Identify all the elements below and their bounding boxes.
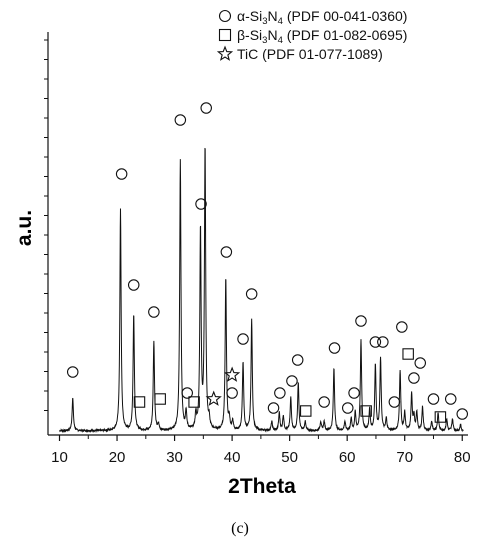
legend-label: β-Si3N4 (PDF 01-082-0695) <box>237 27 407 46</box>
x-tick-label: 40 <box>224 449 241 466</box>
legend-label: α-Si3N4 (PDF 00-041-0360) <box>237 8 407 27</box>
legend-item-star: TiC (PDF 01-077-1089) <box>216 45 383 62</box>
y-axis-minor-ticks <box>44 39 48 411</box>
alpha-si3n4-marker <box>115 168 128 180</box>
alpha-si3n4-marker <box>148 306 160 318</box>
x-axis-title: 2Theta <box>228 475 296 498</box>
alpha-si3n4-marker <box>318 396 330 408</box>
legend-item-square: β-Si3N4 (PDF 01-082-0695) <box>218 27 407 46</box>
xrd-pattern-line <box>59 147 464 434</box>
legend-label-sub2: 4 <box>278 16 283 27</box>
alpha-si3n4-marker <box>127 279 140 291</box>
legend-label-text: TiC (PDF 01-077-1089) <box>237 46 383 62</box>
alpha-si3n4-marker <box>200 102 212 114</box>
x-tick-label: 60 <box>339 449 356 466</box>
alpha-si3n4-marker <box>348 387 360 399</box>
alpha-si3n4-marker <box>456 408 468 420</box>
circle-icon <box>218 9 232 23</box>
beta-si3n4-marker <box>434 411 447 423</box>
panel-label: (c) <box>231 520 249 537</box>
alpha-si3n4-marker <box>369 336 382 348</box>
legend-label-mid: N <box>267 27 277 43</box>
alpha-si3n4-marker <box>355 315 367 327</box>
beta-si3n4-marker <box>188 396 200 408</box>
alpha-si3n4-marker <box>377 336 389 348</box>
alpha-si3n4-marker <box>444 393 457 405</box>
beta-si3n4-marker <box>300 405 312 417</box>
tic-marker <box>205 390 222 406</box>
x-tick-label: 30 <box>166 449 183 466</box>
x-tick-labels: 10 20 30 40 50 60 70 80 <box>51 449 470 466</box>
legend-item-circle: α-Si3N4 (PDF 00-041-0360) <box>218 8 407 27</box>
alpha-si3n4-marker <box>237 333 249 345</box>
alpha-si3n4-marker <box>396 321 408 333</box>
legend-label-text: β-Si <box>237 27 262 43</box>
alpha-si3n4-marker <box>291 354 304 366</box>
beta-si3n4-marker <box>360 405 372 417</box>
alpha-si3n4-marker <box>274 387 286 399</box>
legend-label: TiC (PDF 01-077-1089) <box>237 46 383 62</box>
legend-label-text: α-Si <box>237 8 262 24</box>
alpha-si3n4-marker <box>245 288 258 300</box>
legend-label-mid: N <box>268 8 278 24</box>
x-tick-label: 80 <box>454 449 471 466</box>
alpha-si3n4-marker <box>408 372 420 384</box>
alpha-si3n4-marker <box>267 402 280 414</box>
beta-si3n4-markers <box>133 348 447 423</box>
tic-marker <box>223 366 241 382</box>
x-tick-label: 20 <box>109 449 126 466</box>
alpha-si3n4-marker <box>427 393 440 405</box>
alpha-si3n4-marker <box>66 366 79 378</box>
legend-label-sub: 3 <box>262 35 267 46</box>
x-tick-label: 70 <box>396 449 413 466</box>
alpha-si3n4-marker <box>328 342 341 354</box>
alpha-si3n4-markers <box>66 102 468 420</box>
alpha-si3n4-marker <box>220 246 233 258</box>
alpha-si3n4-marker <box>388 396 401 408</box>
beta-si3n4-marker <box>154 393 166 405</box>
alpha-si3n4-marker <box>195 198 207 210</box>
alpha-si3n4-marker <box>174 114 187 126</box>
alpha-si3n4-marker <box>181 387 193 399</box>
y-axis-title: a.u. <box>13 210 36 246</box>
star-icon <box>216 45 234 61</box>
beta-si3n4-marker <box>133 396 146 408</box>
beta-si3n4-marker <box>402 348 414 360</box>
x-tick-label: 50 <box>281 449 298 466</box>
alpha-si3n4-marker <box>414 357 426 369</box>
x-axis-ticks <box>58 435 463 441</box>
legend-label-sub2: 4 <box>278 35 283 46</box>
x-tick-label: 10 <box>51 449 68 466</box>
alpha-si3n4-marker <box>226 387 238 399</box>
alpha-si3n4-marker <box>286 375 298 387</box>
legend-label-tail: (PDF 01-082-0695) <box>283 27 408 43</box>
plot-area: 10 20 30 40 50 60 70 80 <box>44 32 471 466</box>
tic-markers <box>205 366 241 406</box>
square-icon <box>218 28 232 42</box>
legend-label-sub: 3 <box>262 16 267 27</box>
alpha-si3n4-marker <box>342 402 354 414</box>
legend-label-tail: (PDF 00-041-0360) <box>283 8 408 24</box>
legend: α-Si3N4 (PDF 00-041-0360)β-Si3N4 (PDF 01… <box>216 8 407 62</box>
